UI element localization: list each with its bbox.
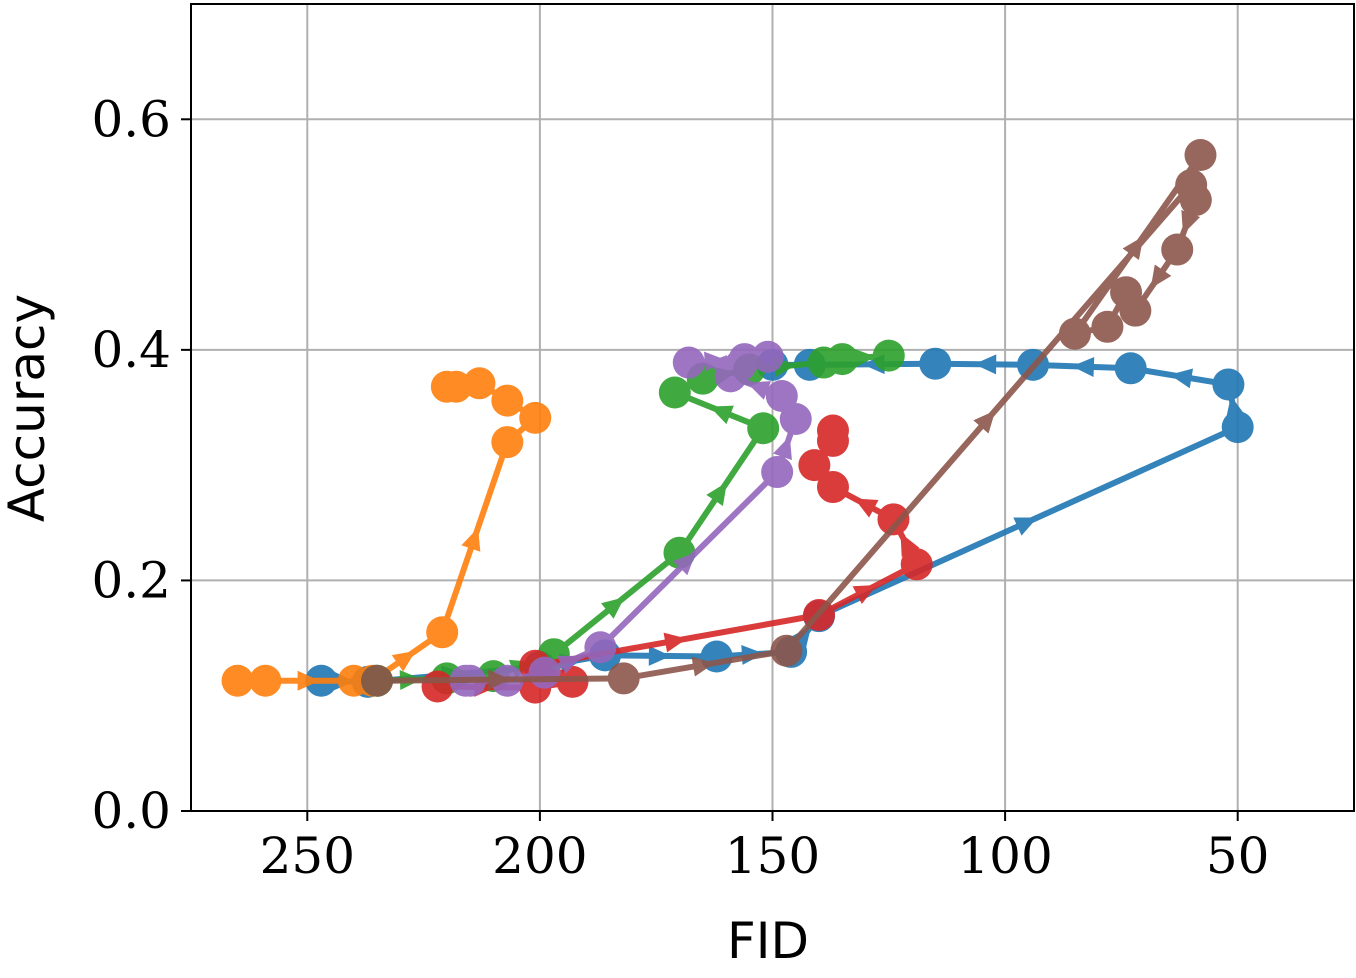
data-point [491,426,524,459]
y-tick-label: 0.0 [91,782,171,840]
data-point [421,670,454,703]
data-point [747,412,780,445]
direction-arrow [1169,368,1194,389]
x-tick-label: 250 [260,827,355,885]
data-point [761,456,794,489]
data-point [1110,276,1143,309]
data-point [826,343,859,376]
data-point [1221,411,1254,444]
data-point [607,662,640,695]
data-point [1114,352,1147,385]
direction-arrow [973,410,996,434]
data-point [361,664,394,697]
direction-arrow [488,669,511,690]
direction-arrow [1181,210,1201,235]
data-point [430,370,463,403]
data-point [900,548,933,581]
data-point [779,403,812,436]
data-point [1179,183,1212,216]
data-point [1212,368,1245,401]
data-point [658,376,691,409]
direction-arrow [1150,264,1172,289]
y-tick-label: 0.4 [91,321,171,379]
direction-arrow [852,585,877,605]
data-point [1161,233,1194,266]
direction-arrow [746,381,772,400]
data-point [672,346,705,379]
x-tick-label: 100 [957,827,1052,885]
series-6 [361,139,1217,697]
series-layer [221,139,1254,704]
direction-arrow [673,552,696,576]
direction-arrow [648,645,671,666]
data-point [528,656,561,689]
direction-arrow [773,436,792,461]
direction-arrow [974,354,997,375]
data-point [877,503,910,536]
direction-arrow [601,597,625,619]
x-tick-label: 200 [492,827,587,885]
series-3 [361,339,905,697]
series-2 [221,367,552,697]
data-point [426,616,459,649]
direction-arrow [557,655,582,675]
data-point [919,347,952,380]
direction-arrow [663,632,687,653]
direction-arrow [691,656,715,677]
data-point [1091,310,1124,343]
direction-arrow [1013,517,1038,536]
direction-arrow [1071,357,1095,377]
direction-arrow [704,351,727,372]
direction-arrow [852,348,876,369]
data-point [770,634,803,667]
data-point [872,339,905,372]
y-axis-label: Accuracy [0,294,56,522]
direction-arrow [706,482,727,507]
x-tick-label: 150 [725,827,820,885]
data-point [221,664,254,697]
data-point [765,379,798,412]
axis-ticks: 250 200 150 100 50 0.0 0.2 0.4 0.6 [91,90,1269,885]
direction-arrow [709,405,734,425]
data-point [584,631,617,664]
y-tick-label: 0.2 [91,551,171,609]
data-point [1058,317,1091,350]
direction-arrow [854,498,879,518]
data-point [728,343,761,376]
x-tick-label: 50 [1206,827,1270,885]
data-point [751,340,784,373]
direction-arrow [1122,236,1144,260]
data-point [798,449,831,482]
direction-arrow [391,650,416,672]
data-point [249,664,282,697]
direction-arrow [297,670,320,691]
data-point [816,471,849,504]
direction-arrow [900,532,920,558]
data-point [816,414,849,447]
y-tick-label: 0.6 [91,90,171,148]
data-point [491,384,524,417]
data-point [1184,139,1217,172]
x-axis-label: FID [727,912,809,970]
data-point [519,401,552,434]
direction-arrow [461,527,481,552]
